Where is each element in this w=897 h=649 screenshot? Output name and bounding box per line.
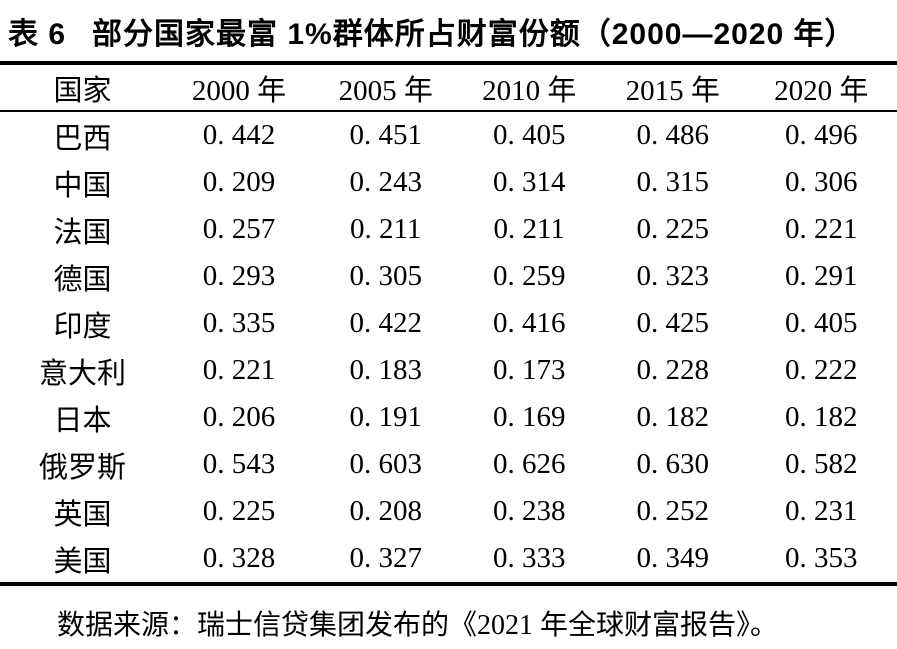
value-cell: 0. 353 (784, 542, 858, 574)
value-cell: 0. 243 (349, 166, 422, 198)
value-cell: 0. 208 (349, 495, 422, 527)
value-cell: 0. 405 (784, 307, 858, 339)
table-row-india: 印度 0. 335 0. 422 0. 416 0. 425 0. 405 (0, 300, 897, 347)
value-cell: 0. 626 (492, 448, 566, 480)
country-cell: 日本 (53, 404, 112, 437)
country-cell: 法国 (53, 216, 112, 249)
column-header-country: 国家 (0, 63, 166, 112)
country-cell: 中国 (53, 169, 112, 202)
value-cell: 0. 327 (349, 542, 422, 574)
column-header-2015: 2015 年 (600, 63, 746, 112)
value-cell: 0. 182 (636, 401, 709, 433)
value-cell: 0. 306 (784, 166, 858, 198)
value-cell: 0. 582 (784, 448, 858, 480)
value-cell: 0. 225 (202, 495, 276, 527)
value-cell: 0. 349 (636, 542, 709, 574)
table-number-label: 表 6 (8, 17, 67, 51)
country-cell: 意大利 (39, 357, 127, 390)
value-cell: 0. 496 (784, 119, 858, 151)
value-cell: 0. 333 (492, 542, 566, 574)
value-cell: 0. 183 (349, 354, 422, 386)
value-cell: 0. 257 (202, 213, 276, 245)
column-header-2000: 2000 年 (165, 63, 314, 112)
value-cell: 0. 191 (349, 401, 422, 433)
column-header-2010: 2010 年 (458, 63, 601, 112)
value-cell: 0. 225 (636, 213, 709, 245)
source-note: 数据来源：瑞士信贷集团发布的《2021 年全球财富报告》。 (57, 610, 779, 641)
value-cell: 0. 305 (349, 260, 422, 292)
value-cell: 0. 206 (202, 401, 276, 433)
value-cell: 0. 173 (492, 354, 566, 386)
value-cell: 0. 221 (202, 354, 276, 386)
table-row-brazil: 巴西 0. 442 0. 451 0. 405 0. 486 0. 496 (0, 111, 897, 159)
table-row-japan: 日本 0. 206 0. 191 0. 169 0. 182 0. 182 (0, 394, 897, 441)
value-cell: 0. 259 (492, 260, 566, 292)
country-cell: 俄罗斯 (39, 451, 127, 484)
table-row-uk: 英国 0. 225 0. 208 0. 238 0. 252 0. 231 (0, 488, 897, 535)
value-cell: 0. 228 (636, 354, 709, 386)
value-cell: 0. 209 (202, 166, 276, 198)
country-cell: 德国 (53, 263, 112, 296)
value-cell: 0. 221 (784, 213, 858, 245)
country-cell: 美国 (53, 545, 112, 578)
country-cell: 巴西 (53, 122, 112, 155)
value-cell: 0. 291 (784, 260, 858, 292)
column-header-2020: 2020 年 (745, 63, 897, 112)
value-cell: 0. 211 (493, 213, 565, 245)
value-cell: 0. 231 (784, 495, 858, 527)
table-row-usa: 美国 0. 328 0. 327 0. 333 0. 349 0. 353 (0, 535, 897, 584)
value-cell: 0. 543 (202, 448, 276, 480)
value-cell: 0. 442 (202, 119, 276, 151)
table-row-france: 法国 0. 257 0. 211 0. 211 0. 225 0. 221 (0, 206, 897, 253)
value-cell: 0. 486 (636, 119, 709, 151)
table-row-russia: 俄罗斯 0. 543 0. 603 0. 626 0. 630 0. 582 (0, 441, 897, 488)
country-cell: 英国 (53, 498, 112, 531)
value-cell: 0. 169 (492, 401, 566, 433)
value-cell: 0. 405 (492, 119, 566, 151)
value-cell: 0. 451 (349, 119, 422, 151)
table-row-italy: 意大利 0. 221 0. 183 0. 173 0. 228 0. 222 (0, 347, 897, 394)
table-title: 部分国家最富 1%群体所占财富份额（2000—2020 年） (92, 17, 856, 51)
value-cell: 0. 603 (349, 448, 422, 480)
value-cell: 0. 425 (636, 307, 709, 339)
column-header-2005: 2005 年 (313, 63, 459, 112)
value-cell: 0. 238 (492, 495, 566, 527)
value-cell: 0. 335 (202, 307, 276, 339)
value-cell: 0. 314 (492, 166, 566, 198)
value-cell: 0. 222 (784, 354, 858, 386)
header-row: 国家 2000 年 2005 年 2010 年 2015 年 2020 年 (0, 63, 897, 112)
table-row-china: 中国 0. 209 0. 243 0. 314 0. 315 0. 306 (0, 159, 897, 206)
table-caption: 表 6 部分国家最富 1%群体所占财富份额（2000—2020 年） (0, 0, 897, 61)
value-cell: 0. 416 (492, 307, 566, 339)
value-cell: 0. 328 (202, 542, 276, 574)
value-cell: 0. 323 (636, 260, 709, 292)
value-cell: 0. 630 (636, 448, 709, 480)
wealth-share-table: 国家 2000 年 2005 年 2010 年 2015 年 2020 年 巴西… (0, 61, 897, 586)
value-cell: 0. 211 (349, 213, 422, 245)
value-cell: 0. 252 (636, 495, 709, 527)
value-cell: 0. 293 (202, 260, 276, 292)
value-cell: 0. 315 (636, 166, 709, 198)
value-cell: 0. 422 (349, 307, 422, 339)
value-cell: 0. 182 (784, 401, 858, 433)
country-cell: 印度 (53, 310, 112, 343)
table-row-germany: 德国 0. 293 0. 305 0. 259 0. 323 0. 291 (0, 253, 897, 300)
